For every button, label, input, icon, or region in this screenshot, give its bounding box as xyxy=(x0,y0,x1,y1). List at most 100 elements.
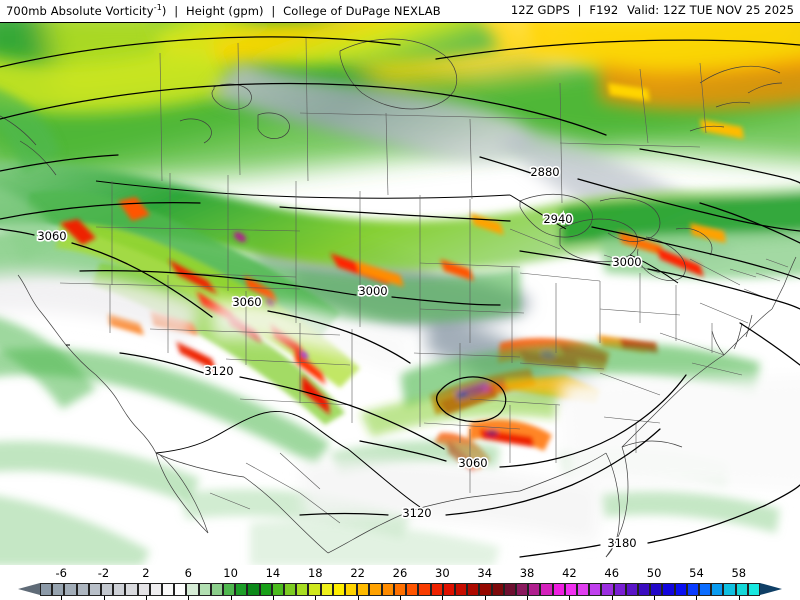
colorbar-strip[interactable] xyxy=(0,583,800,597)
colorbar-cell[interactable] xyxy=(698,583,712,596)
model-run-label: 12Z GDPS xyxy=(510,3,570,17)
header-title-left: 700mb Absolute Vorticity-1) | Height (gp… xyxy=(6,3,441,18)
colorbar-cell[interactable] xyxy=(235,583,248,596)
colorbar-cell[interactable] xyxy=(735,583,748,596)
colorbar-cell[interactable] xyxy=(247,583,260,596)
colorbar-cell[interactable] xyxy=(662,583,675,596)
colorbar-cell[interactable] xyxy=(515,583,529,596)
colorbar-cell[interactable] xyxy=(564,583,577,596)
colorbar-cell[interactable] xyxy=(320,583,333,596)
colorbar-cell[interactable] xyxy=(52,583,65,596)
colorbar-cell[interactable] xyxy=(613,583,626,596)
colorbar-tick-label: 38 xyxy=(519,566,535,580)
contour-3060-w-b xyxy=(71,242,213,318)
colorbar[interactable]: -6 -2 2 6 10 14 18 22 26 30 34 38 42 46 50 54 58 xyxy=(0,565,800,600)
contour-closed-low xyxy=(436,376,507,423)
colorbar-cell[interactable] xyxy=(88,583,102,596)
colorbar-cell[interactable] xyxy=(186,583,199,596)
colorbar-cell[interactable] xyxy=(125,583,138,596)
colorbar-cell[interactable] xyxy=(162,583,175,596)
product-title: 700mb Absolute Vorticity xyxy=(6,3,154,18)
contour-labels: 2880 2940 3000 3000 3060 3060 31 xyxy=(36,163,643,551)
colorbar-cell[interactable] xyxy=(210,583,224,596)
colorbar-cell[interactable] xyxy=(723,583,736,596)
colorbar-cell[interactable] xyxy=(479,583,492,596)
colorbar-cell[interactable] xyxy=(393,583,407,596)
colorbar-cell[interactable] xyxy=(64,583,77,596)
colorbar-cell[interactable] xyxy=(442,583,455,596)
colorbar-cell[interactable] xyxy=(540,583,553,596)
colorbar-tick-label: 10 xyxy=(223,566,238,580)
map-canvas[interactable]: 2880 2940 3000 3000 3060 3060 31 xyxy=(0,22,800,567)
contour-north-d xyxy=(639,148,800,184)
colorbar-cell[interactable] xyxy=(430,583,443,596)
colorbar-cell[interactable] xyxy=(101,583,114,596)
colorbar-tick-label: 6 xyxy=(184,566,192,580)
colorbar-cell[interactable] xyxy=(589,583,602,596)
contour-3060-w-c xyxy=(267,310,411,364)
colorbar-cell[interactable] xyxy=(576,583,590,596)
colorbar-tick-label: 22 xyxy=(350,566,365,580)
colorbar-cell[interactable] xyxy=(418,583,431,596)
contour-label-text: 3000 xyxy=(358,284,387,298)
colorbar-cell[interactable] xyxy=(259,583,272,596)
contour-label: 3060 xyxy=(231,293,263,310)
contour-label-text: 2940 xyxy=(543,212,572,226)
colorbar-cell[interactable] xyxy=(381,583,394,596)
colorbar-cell[interactable] xyxy=(528,583,541,596)
units-superscript: -1 xyxy=(153,3,162,12)
contour-3180-b xyxy=(647,484,800,544)
colorbar-cell[interactable] xyxy=(674,583,687,596)
contour-3060-s-b xyxy=(499,374,687,468)
colorbar-cell[interactable] xyxy=(76,583,89,596)
colorbar-tick-label: 34 xyxy=(477,566,493,580)
colorbar-cell[interactable] xyxy=(113,583,126,596)
contour-3180-a xyxy=(519,544,601,558)
contour-label: 3060 xyxy=(457,454,489,471)
colorbar-cell[interactable] xyxy=(650,583,663,596)
colorbar-cell[interactable] xyxy=(406,583,419,596)
colorbar-cell[interactable] xyxy=(357,583,370,596)
colorbar-cell[interactable] xyxy=(296,583,309,596)
colorbar-cell[interactable] xyxy=(137,583,150,596)
colorbar-cell[interactable] xyxy=(369,583,382,596)
colorbar-cell[interactable] xyxy=(149,583,163,596)
colorbar-cell[interactable] xyxy=(40,583,53,596)
contour-3000-c xyxy=(519,250,611,266)
colorbar-cell[interactable] xyxy=(601,583,614,596)
colorbar-tick-label: 26 xyxy=(392,566,408,580)
colorbar-cell[interactable] xyxy=(174,583,187,596)
colorbar-tick-label: 14 xyxy=(265,566,281,580)
contour-3120-s-b xyxy=(445,428,661,516)
colorbar-cell[interactable] xyxy=(686,583,699,596)
colorbar-cell[interactable] xyxy=(552,583,565,596)
colorbar-tick-labels: -6 -2 2 6 10 14 18 22 26 30 34 38 42 46 50 54 58 xyxy=(0,565,800,581)
colorbar-cell[interactable] xyxy=(711,583,724,596)
colorbar-cell[interactable] xyxy=(271,583,285,596)
colorbar-cell[interactable] xyxy=(503,583,516,596)
colorbar-cell[interactable] xyxy=(454,583,468,596)
colorbar-cell[interactable] xyxy=(332,583,346,596)
colorbar-over-arrow xyxy=(760,583,782,595)
colorbar-tick-label: 30 xyxy=(435,566,450,580)
colorbar-tick-label: 42 xyxy=(562,566,577,580)
colorbar-cell[interactable] xyxy=(747,583,760,596)
colorbar-cell[interactable] xyxy=(467,583,480,596)
header-bar: 700mb Absolute Vorticity-1) | Height (gp… xyxy=(0,0,800,22)
colorbar-cell[interactable] xyxy=(491,583,504,596)
colorbar-cell[interactable] xyxy=(308,583,321,596)
contour-2940-a xyxy=(279,206,511,222)
contour-label: 3120 xyxy=(203,362,235,379)
colorbar-cell[interactable] xyxy=(284,583,297,596)
colorbar-cell[interactable] xyxy=(625,583,638,596)
contour-label-text: 3060 xyxy=(458,456,487,470)
colorbar-cell[interactable] xyxy=(345,583,358,596)
contour-label-text: 2880 xyxy=(530,165,559,179)
colorbar-tick-mark xyxy=(357,596,359,600)
colorbar-cell[interactable] xyxy=(637,583,651,596)
colorbar-cell[interactable] xyxy=(198,583,211,596)
contour-label-text: 3180 xyxy=(607,536,636,550)
colorbar-cell[interactable] xyxy=(223,583,236,596)
colorbar-tick-label: 58 xyxy=(731,566,747,580)
colorbar-tick-label: 54 xyxy=(689,566,704,580)
